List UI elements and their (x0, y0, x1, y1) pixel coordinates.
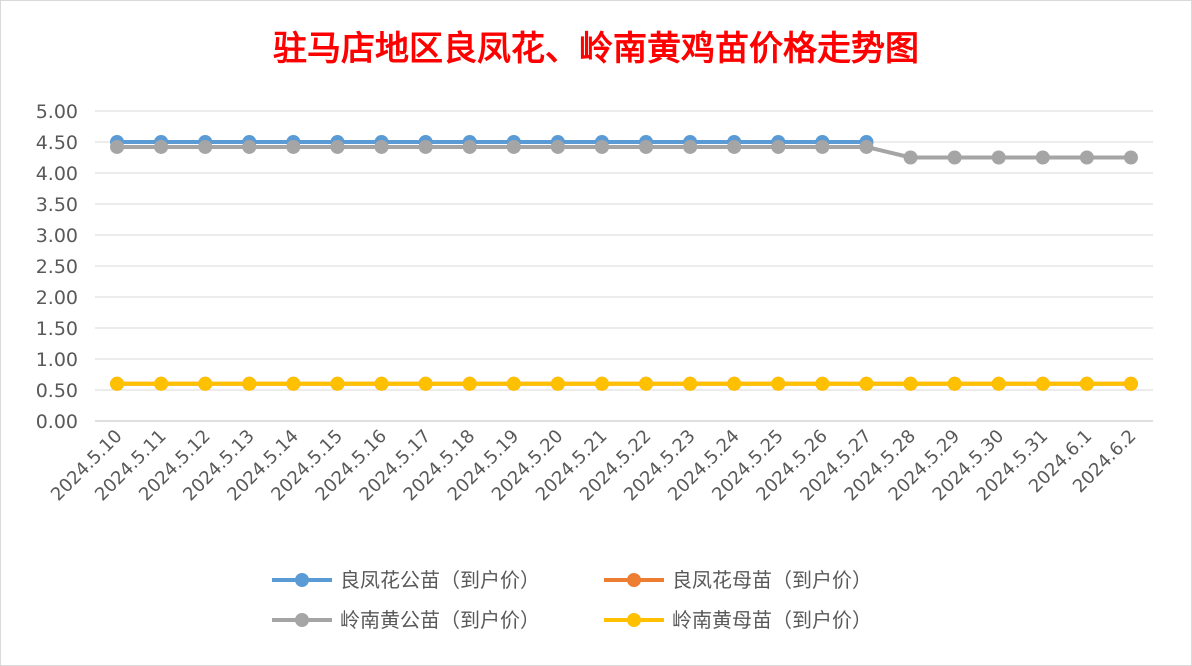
y-tick-label: 4.50 (36, 132, 78, 154)
data-point (859, 139, 874, 154)
data-point (594, 376, 609, 391)
data-point (462, 376, 477, 391)
legend-label: 岭南黄母苗（到户价） (672, 608, 872, 632)
data-point (639, 139, 654, 154)
data-point (683, 376, 698, 391)
data-point (462, 139, 477, 154)
data-point (154, 139, 169, 154)
data-point (330, 139, 345, 154)
data-point (242, 376, 257, 391)
data-point (594, 139, 609, 154)
data-point (991, 150, 1006, 165)
data-point (947, 376, 962, 391)
data-point (550, 376, 565, 391)
data-point (771, 139, 786, 154)
legend-item: 岭南黄公苗（到户价） (272, 608, 540, 632)
data-point (639, 376, 654, 391)
data-point (683, 139, 698, 154)
data-point (727, 376, 742, 391)
data-point (815, 376, 830, 391)
data-point (286, 139, 301, 154)
gridlines (95, 110, 1153, 422)
data-point (242, 139, 257, 154)
data-point (198, 376, 213, 391)
data-point (374, 376, 389, 391)
y-tick-label: 1.50 (36, 318, 78, 340)
legend-item: 岭南黄母苗（到户价） (604, 608, 872, 632)
y-tick-label: 4.00 (36, 163, 78, 185)
data-point (110, 376, 125, 391)
data-point (1079, 150, 1094, 165)
legend-label: 良凤花公苗（到户价） (340, 568, 540, 592)
y-tick-label: 3.00 (36, 225, 78, 247)
y-tick-label: 0.00 (36, 411, 78, 433)
data-point (506, 376, 521, 391)
data-point (859, 376, 874, 391)
data-point (110, 139, 125, 154)
legend-swatch-marker (627, 573, 641, 587)
chart-title: 驻马店地区良凤花、岭南黄鸡苗价格走势图 (273, 29, 919, 69)
y-axis: 0.00 0.50 1.00 1.50 2.00 2.50 3.00 3.50 4.00 4.50… (36, 101, 78, 433)
data-point (286, 376, 301, 391)
data-point (727, 139, 742, 154)
legend-item: 良凤花母苗（到户价） (604, 568, 872, 592)
legend-item: 良凤花公苗（到户价） (272, 568, 540, 592)
y-tick-label: 2.50 (36, 256, 78, 278)
y-tick-label: 3.50 (36, 194, 78, 216)
data-point (991, 376, 1006, 391)
data-point (1123, 150, 1138, 165)
series-3 (110, 139, 1138, 165)
legend: 良凤花公苗（到户价） 良凤花母苗（到户价） 岭南黄公苗（到户价） 岭南黄母苗（到户价） (272, 568, 872, 632)
data-point (198, 139, 213, 154)
data-point (1035, 376, 1050, 391)
legend-label: 良凤花母苗（到户价） (672, 568, 872, 592)
data-point (1035, 150, 1050, 165)
data-point (506, 139, 521, 154)
data-point (550, 139, 565, 154)
data-point (947, 150, 962, 165)
y-tick-label: 2.00 (36, 287, 78, 309)
data-point (418, 139, 433, 154)
legend-swatch-marker (295, 573, 309, 587)
y-tick-label: 0.50 (36, 380, 78, 402)
data-point (154, 376, 169, 391)
series-layer (110, 135, 1138, 391)
data-point (771, 376, 786, 391)
data-point (374, 139, 389, 154)
legend-swatch-marker (627, 613, 641, 627)
data-point (1123, 376, 1138, 391)
data-point (418, 376, 433, 391)
series-4 (110, 376, 1138, 391)
data-point (815, 139, 830, 154)
series-line (117, 144, 1131, 160)
y-tick-label: 5.00 (36, 101, 78, 123)
data-point (903, 150, 918, 165)
legend-swatch-marker (295, 613, 309, 627)
legend-label: 岭南黄公苗（到户价） (340, 608, 540, 632)
y-tick-label: 1.00 (36, 349, 78, 371)
data-point (1079, 376, 1094, 391)
data-point (330, 376, 345, 391)
data-point (903, 376, 918, 391)
